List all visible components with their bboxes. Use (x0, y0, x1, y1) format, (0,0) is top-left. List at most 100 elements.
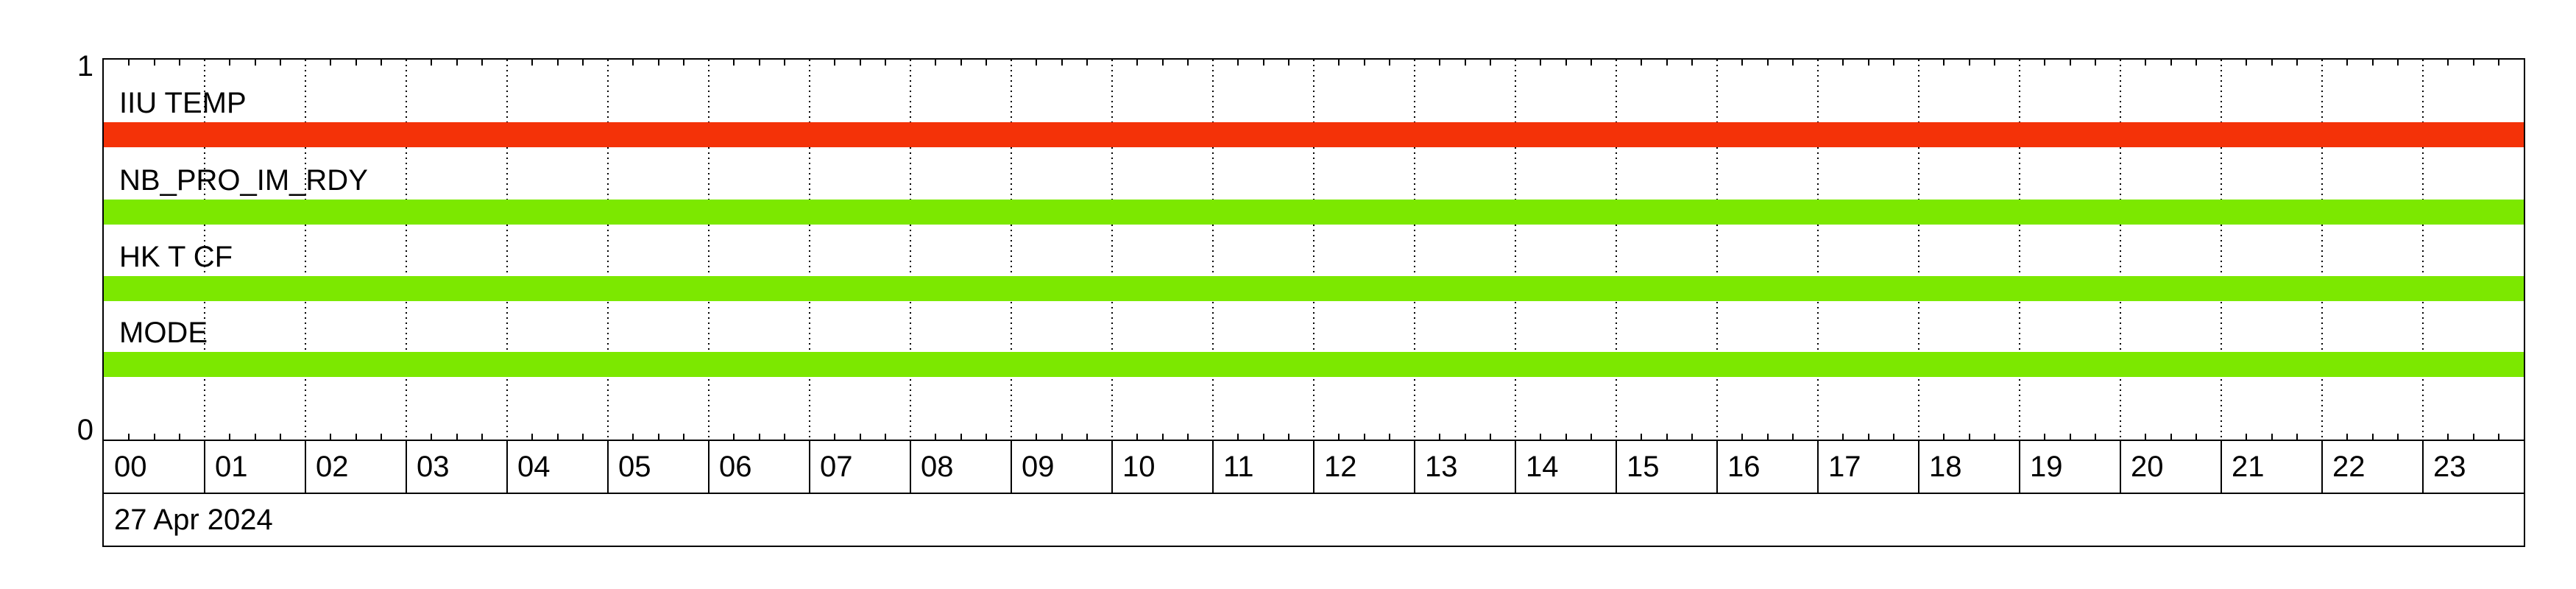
minor-tick-top (1741, 60, 1744, 66)
hour-cell-separator (2019, 441, 2020, 493)
minor-tick-bottom (2472, 434, 2474, 440)
hour-cell-separator (1817, 441, 1819, 493)
minor-tick-top (682, 60, 684, 66)
hour-cell-separator (1716, 441, 1718, 493)
hour-gridline (1616, 60, 1617, 440)
hour-cell-separator (2321, 441, 2323, 493)
minor-tick-bottom (1741, 434, 1744, 440)
minor-tick-top (1892, 60, 1894, 66)
hour-cell-separator (607, 441, 609, 493)
minor-tick-top (481, 60, 483, 66)
hour-gridline (1716, 60, 1718, 440)
hour-gridline (2120, 60, 2121, 440)
minor-tick-bottom (1968, 434, 1970, 440)
hour-cell-separator (1414, 441, 1415, 493)
minor-tick-bottom (2497, 434, 2499, 440)
hour-cell-separator (1918, 441, 1919, 493)
minor-tick-bottom (531, 434, 534, 440)
date-label: 27 Apr 2024 (114, 504, 273, 536)
hour-label: 02 (316, 451, 349, 483)
minor-tick-top (1237, 60, 1239, 66)
hour-label: 06 (719, 451, 752, 483)
minor-tick-bottom (2044, 434, 2046, 440)
minor-tick-bottom (2246, 434, 2248, 440)
minor-tick-top (758, 60, 760, 66)
minor-tick-bottom (1061, 434, 1063, 440)
series-label: NB_PRO_IM_RDY (119, 164, 368, 197)
minor-tick-bottom (1691, 434, 1693, 440)
minor-tick-top (380, 60, 382, 66)
minor-tick-top (431, 60, 433, 66)
hour-cell-separator (1111, 441, 1113, 493)
minor-tick-top (2069, 60, 2071, 66)
minor-tick-top (960, 60, 962, 66)
hour-label: 01 (215, 451, 248, 483)
minor-tick-top (178, 60, 180, 66)
minor-tick-top (2371, 60, 2374, 66)
minor-tick-top (153, 60, 155, 66)
minor-tick-top (1186, 60, 1189, 66)
minor-tick-bottom (2094, 434, 2096, 440)
hour-gridline (2019, 60, 2020, 440)
minor-tick-bottom (1161, 434, 1164, 440)
minor-tick-top (1338, 60, 1340, 66)
minor-tick-bottom (355, 434, 357, 440)
series-bar (104, 200, 2524, 225)
minor-tick-top (1540, 60, 1542, 66)
minor-tick-bottom (2371, 434, 2374, 440)
series-bar (104, 352, 2524, 377)
hour-gridline (910, 60, 911, 440)
hour-gridline (809, 60, 810, 440)
date-row: 27 Apr 2024 (102, 493, 2525, 547)
minor-tick-top (1439, 60, 1441, 66)
minor-tick-top (1993, 60, 1995, 66)
minor-tick-bottom (2447, 434, 2449, 440)
minor-tick-bottom (2296, 434, 2298, 440)
hour-cell-separator (2120, 441, 2121, 493)
minor-tick-bottom (581, 434, 584, 440)
minor-tick-top (2271, 60, 2273, 66)
hour-label: 23 (2433, 451, 2466, 483)
hour-label: 00 (114, 451, 147, 483)
hour-cell-separator (506, 441, 508, 493)
minor-tick-bottom (1363, 434, 1365, 440)
series-bar (104, 276, 2524, 301)
minor-tick-bottom (1338, 434, 1340, 440)
minor-tick-bottom (1867, 434, 1869, 440)
hour-label: 11 (1223, 451, 1254, 483)
minor-tick-bottom (733, 434, 735, 440)
hour-cell-separator (2422, 441, 2424, 493)
minor-tick-top (2396, 60, 2399, 66)
hour-label: 15 (1627, 451, 1660, 483)
minor-tick-bottom (1489, 434, 1491, 440)
hour-label: 21 (2232, 451, 2265, 483)
minor-tick-bottom (783, 434, 785, 440)
minor-tick-top (2472, 60, 2474, 66)
minor-tick-bottom (1565, 434, 1567, 440)
minor-tick-bottom (330, 434, 332, 440)
hour-gridline (1111, 60, 1113, 440)
minor-tick-top (1086, 60, 1088, 66)
minor-tick-bottom (481, 434, 483, 440)
minor-tick-top (581, 60, 584, 66)
minor-tick-bottom (632, 434, 634, 440)
minor-tick-bottom (456, 434, 458, 440)
minor-tick-top (632, 60, 634, 66)
hour-label: 10 (1122, 451, 1156, 483)
minor-tick-bottom (178, 434, 180, 440)
minor-tick-bottom (1791, 434, 1794, 440)
hour-gridline (1011, 60, 1012, 440)
hour-label: 16 (1727, 451, 1761, 483)
minor-tick-bottom (1136, 434, 1139, 440)
hour-gridline (1918, 60, 1919, 440)
hour-gridline (1817, 60, 1819, 440)
minor-tick-bottom (1666, 434, 1668, 440)
hour-gridline (2221, 60, 2222, 440)
minor-tick-bottom (2170, 434, 2172, 440)
minor-tick-bottom (2271, 434, 2273, 440)
minor-tick-bottom (682, 434, 684, 440)
hour-gridline (204, 60, 205, 440)
minor-tick-top (1464, 60, 1466, 66)
hour-cell-separator (910, 441, 911, 493)
